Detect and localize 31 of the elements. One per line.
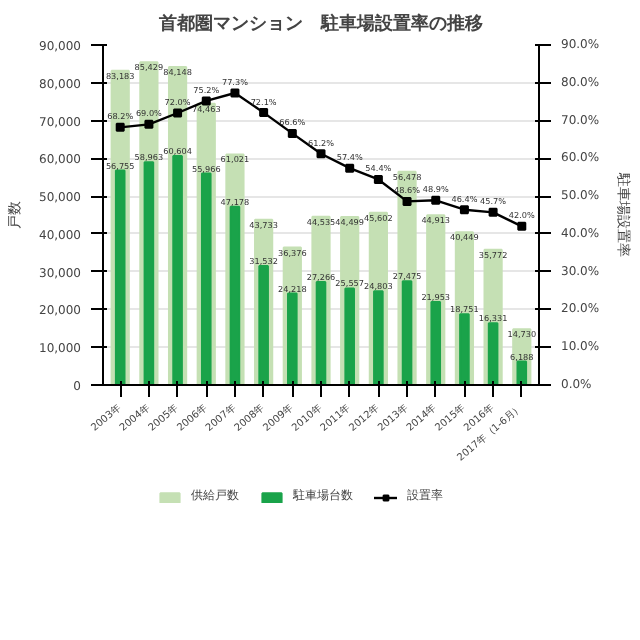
bar bbox=[315, 281, 327, 385]
point bbox=[431, 195, 441, 205]
bar bbox=[430, 301, 442, 385]
point bbox=[488, 207, 498, 217]
point bbox=[373, 174, 383, 184]
bar bbox=[229, 205, 241, 385]
bar bbox=[516, 360, 528, 385]
bar bbox=[172, 155, 183, 385]
point bbox=[287, 128, 297, 138]
bar bbox=[459, 313, 470, 385]
bar bbox=[487, 322, 499, 385]
point bbox=[459, 205, 469, 215]
point bbox=[345, 163, 355, 173]
bar bbox=[373, 290, 384, 385]
point bbox=[144, 119, 154, 129]
point bbox=[517, 221, 527, 231]
point bbox=[230, 88, 240, 98]
point bbox=[402, 196, 412, 206]
point bbox=[259, 108, 269, 118]
bar bbox=[200, 172, 212, 385]
bar bbox=[401, 280, 413, 385]
point bbox=[316, 149, 326, 159]
bar bbox=[344, 287, 355, 385]
bar bbox=[258, 264, 269, 385]
point bbox=[201, 96, 211, 106]
point bbox=[115, 122, 125, 132]
bar bbox=[143, 161, 155, 385]
chart-title: 首都圏マンション 駐車場設置率の推移 bbox=[157, 13, 483, 35]
bar bbox=[287, 292, 298, 385]
bar bbox=[114, 169, 126, 385]
point bbox=[173, 108, 183, 118]
